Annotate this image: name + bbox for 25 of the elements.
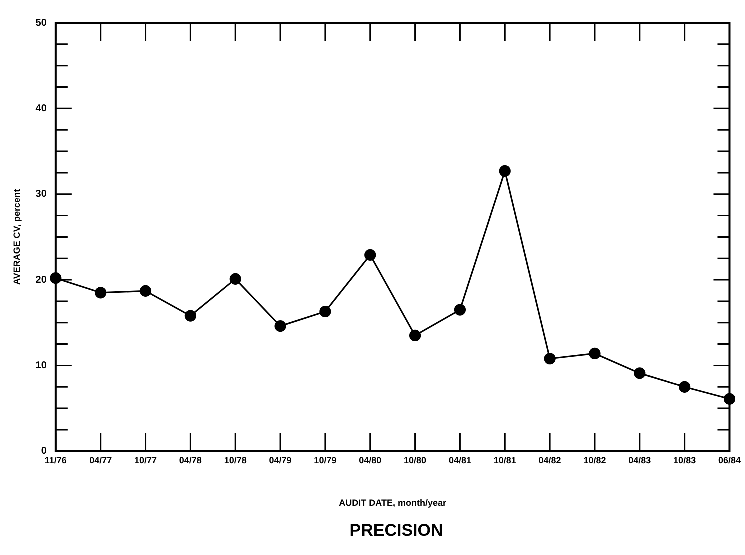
x-tick-label: 04/80 xyxy=(359,455,382,466)
x-tick-label: 10/81 xyxy=(494,455,516,466)
text: PRECISION xyxy=(348,521,444,541)
y-axis-title: AVERAGE CV, percent xyxy=(12,189,22,285)
x-tick-label: 06/84 xyxy=(718,455,742,466)
x-axis-title: AUDIT DATE, month/year xyxy=(339,498,447,508)
y-tick-label: 30 xyxy=(36,189,48,200)
x-tick-label: 04/82 xyxy=(538,455,562,466)
x-tick-label: 04/78 xyxy=(179,455,202,466)
y-tick-label: 40 xyxy=(36,103,48,114)
x-tick-label: 04/79 xyxy=(269,455,292,466)
x-tick-label: 10/77 xyxy=(134,455,158,466)
y-tick-label: 0 xyxy=(41,446,48,458)
x-tick-label: 10/78 xyxy=(224,455,247,466)
y-tick-label: 20 xyxy=(36,274,48,286)
x-tick-label: 10/79 xyxy=(314,455,337,466)
x-tick-label: 10/80 xyxy=(404,455,427,466)
x-tick-label: 04/83 xyxy=(628,455,652,466)
x-tick-label: 04/77 xyxy=(90,455,112,466)
x-tick-label: 10/83 xyxy=(674,455,696,466)
y-tick-label: 50 xyxy=(36,18,48,29)
x-tick-label: 04/81 xyxy=(448,455,472,466)
y-tick-label: 10 xyxy=(36,360,48,372)
x-tick-label: 11/76 xyxy=(44,455,67,466)
x-tick-label: 10/82 xyxy=(584,455,606,466)
